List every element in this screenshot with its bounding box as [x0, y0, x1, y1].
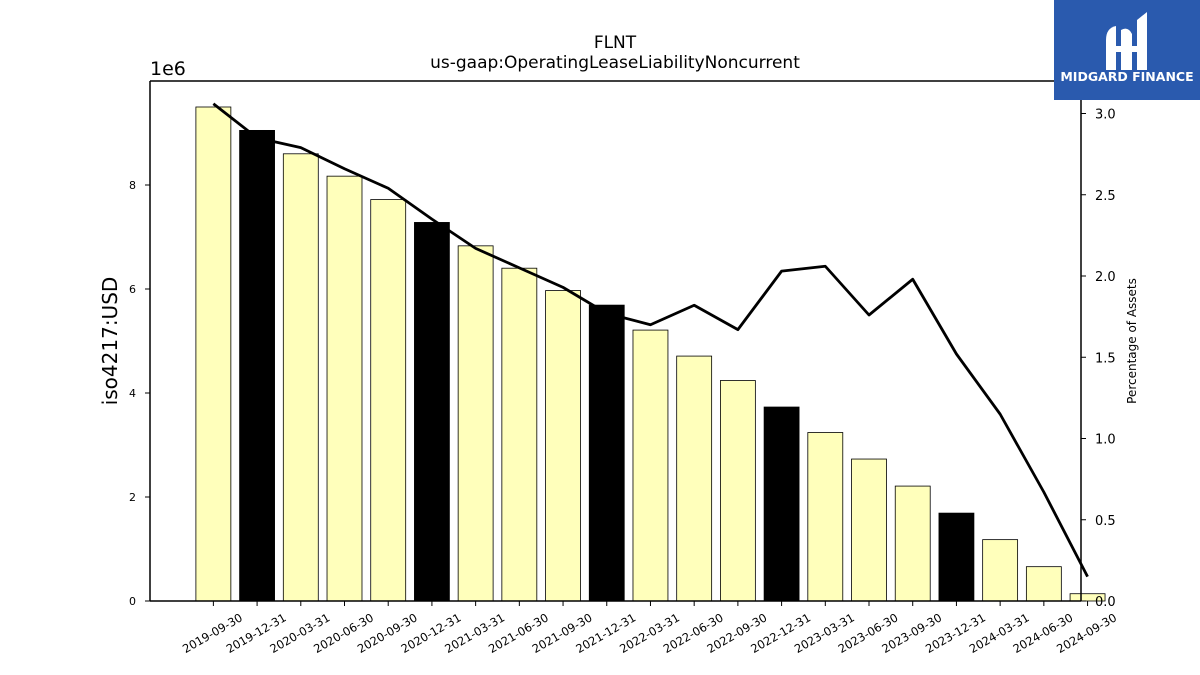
bars-group — [195, 106, 1106, 602]
bar — [457, 245, 494, 602]
logo-text: MIDGARD FINANCE — [1060, 69, 1193, 84]
bar — [501, 267, 538, 602]
bar — [370, 199, 407, 602]
bar — [982, 539, 1019, 602]
bar — [282, 153, 319, 602]
y-tick-label: 8 — [129, 179, 136, 192]
y2-tick-label: 3.0 — [1095, 108, 1116, 123]
bar — [632, 329, 669, 602]
y2-tick-label: 2.0 — [1095, 270, 1116, 285]
y2-tick-label: 2.5 — [1095, 189, 1116, 204]
bar — [1025, 566, 1062, 602]
bar — [676, 355, 713, 602]
y2-tick-label: 1.5 — [1095, 351, 1116, 366]
brand-logo: MIDGARD FINANCE — [1054, 0, 1200, 100]
y2-tick-label: 1.0 — [1095, 433, 1116, 448]
bar — [588, 304, 625, 602]
y2-tick-label: 0.0 — [1095, 595, 1116, 610]
bar — [414, 222, 450, 602]
y-axis-label: iso4217:USD — [98, 277, 122, 406]
bar — [239, 129, 275, 602]
chart-subtitle: us-gaap:OperatingLeaseLiabilityNoncurren… — [430, 53, 800, 73]
logo-mark-icon — [1106, 12, 1147, 71]
y2-tick-label: 0.5 — [1095, 514, 1116, 529]
bar — [763, 406, 800, 602]
line-group — [212, 102, 1089, 578]
bar — [894, 485, 931, 602]
y-offset-label: 1e6 — [150, 58, 186, 80]
y-tick-label: 2 — [129, 491, 136, 504]
series-line — [212, 102, 1089, 578]
bar — [195, 106, 232, 602]
bar — [938, 512, 975, 602]
bar — [545, 290, 581, 602]
y-tick-label: 4 — [129, 387, 136, 400]
bar — [326, 175, 363, 602]
chart-title: FLNT — [594, 33, 637, 53]
bar — [851, 458, 887, 602]
bar — [720, 380, 756, 602]
y2-axis-label: Percentage of Assets — [1125, 278, 1139, 404]
y-tick-label: 0 — [129, 595, 136, 608]
bar — [807, 432, 844, 602]
y-tick-label: 6 — [129, 283, 136, 296]
